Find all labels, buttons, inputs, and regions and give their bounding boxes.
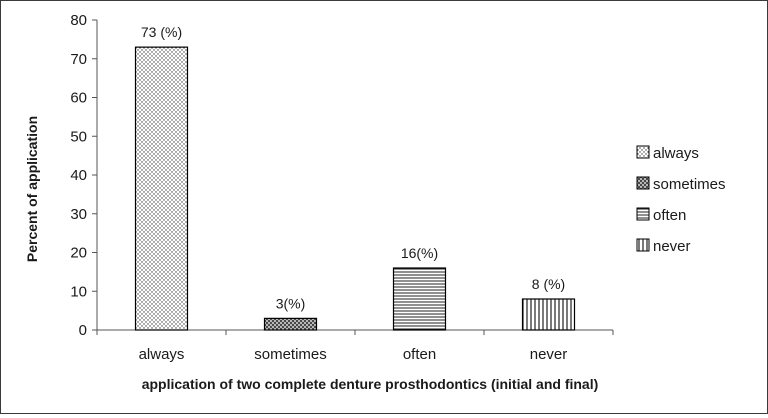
y-axis-title: Percent of application (24, 116, 40, 262)
legend-swatch-always (636, 145, 650, 159)
bar-never (521, 298, 576, 331)
data-label-always: 73 (%) (141, 24, 182, 40)
data-label-often: 16(%) (401, 245, 438, 261)
y-tick-label: 40 (70, 167, 87, 184)
y-tick-label: 10 (70, 283, 87, 300)
bar-always (134, 46, 189, 331)
data-label-never: 8 (%) (532, 276, 565, 292)
y-tick-label: 0 (79, 322, 87, 339)
x-category-label: often (403, 346, 436, 363)
y-tick-label: 80 (70, 12, 87, 29)
y-tick-label: 70 (70, 51, 87, 68)
x-category-label: never (530, 346, 568, 363)
bar-sometimes (263, 317, 318, 331)
y-tick-label: 60 (70, 90, 87, 107)
legend-label-always: always (653, 145, 699, 162)
y-tick-label: 30 (70, 206, 87, 223)
bar-often (392, 267, 447, 331)
bar-series (134, 46, 576, 331)
legend-label-never: never (653, 238, 691, 255)
y-tick-label: 20 (70, 245, 87, 262)
legend-label-sometimes: sometimes (653, 176, 726, 193)
y-axis: 0 10 20 30 40 50 60 70 80 (70, 12, 98, 339)
legend-swatch-never (636, 238, 650, 252)
y-tick-label: 50 (70, 128, 87, 145)
x-category-label: sometimes (254, 346, 327, 363)
x-axis: always sometimes often never (96, 329, 614, 363)
x-category-label: always (139, 346, 185, 363)
data-label-sometimes: 3(%) (276, 295, 306, 311)
data-labels: 73 (%) 3(%) 16(%) 8 (%) (141, 24, 565, 311)
legend-swatch-often (636, 207, 650, 221)
legend-swatch-sometimes (636, 176, 650, 190)
legend: always sometimes often never (636, 145, 726, 255)
x-axis-title: application of two complete denture pros… (142, 376, 599, 392)
legend-label-often: often (653, 207, 686, 224)
